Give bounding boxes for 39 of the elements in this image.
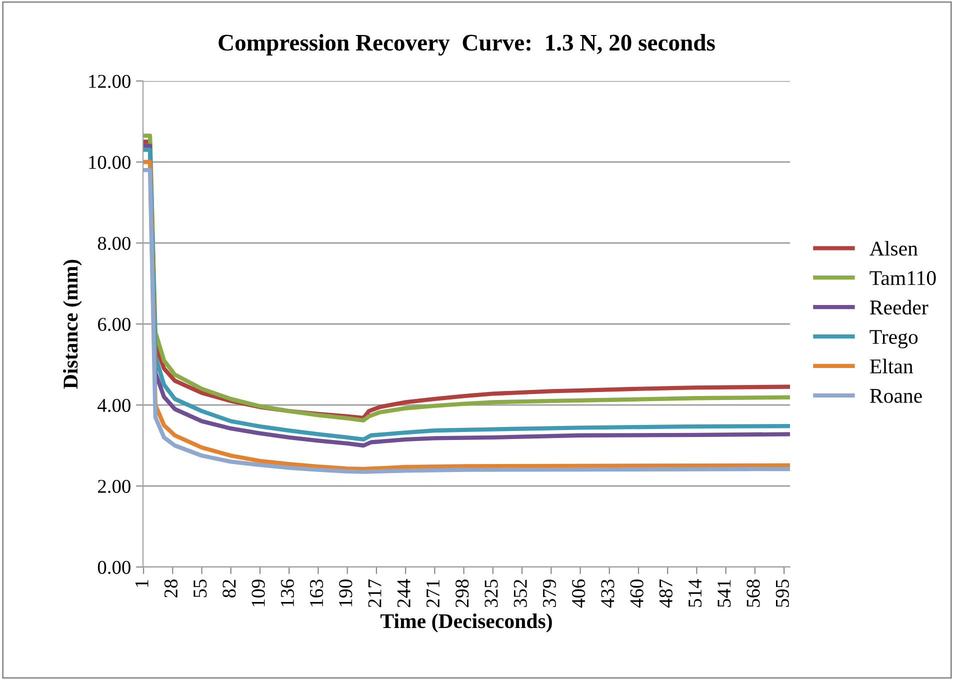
y-tick-label: 2.00 (98, 480, 130, 494)
y-tick-label: 0.00 (98, 560, 130, 574)
x-tick-label: 136 (280, 579, 294, 606)
x-tick-label: 595 (776, 580, 789, 607)
y-tick-label: 6.00 (98, 318, 130, 332)
x-tick-label: 487 (659, 579, 672, 608)
x-tick-label: 352 (514, 580, 527, 608)
y-tick-label: 10.00 (89, 156, 130, 170)
chart-title: Compression Recovery Curve: 1.3 N, 20 seconds (218, 34, 715, 56)
x-tick-label: 244 (397, 579, 410, 608)
x-tick-label: 28 (164, 580, 178, 598)
x-tick-label: 217 (368, 579, 382, 608)
x-tick-label: 190 (339, 580, 352, 606)
x-tick-label: 379 (542, 580, 556, 608)
y-tick-label: 8.00 (98, 236, 130, 250)
legend-label: Tam110 (870, 271, 936, 286)
x-tick-label: 163 (310, 580, 324, 606)
x-axis-title: Time (Deciseconds) (380, 614, 552, 632)
x-tick-label: 433 (601, 580, 614, 608)
legend-label: Alsen (870, 240, 918, 256)
x-tick-label: 460 (630, 580, 644, 608)
x-tick-label: 568 (746, 580, 760, 607)
y-axis-title: Distance (mm) (62, 260, 82, 389)
x-tick-label: 55 (194, 580, 207, 598)
x-tick-label: 325 (484, 580, 498, 608)
x-tick-label: 298 (456, 580, 469, 608)
legend-label: Eltan (870, 358, 914, 374)
x-tick-label: 1 (135, 580, 148, 587)
x-tick-label: 109 (252, 580, 265, 606)
x-tick-label: 514 (688, 579, 702, 607)
legend-label: Trego (870, 330, 918, 348)
x-tick-label: 406 (572, 579, 586, 608)
legend-label: Reeder (870, 300, 928, 315)
legend-label: Roane (870, 389, 922, 403)
x-tick-label: 82 (222, 580, 236, 598)
y-tick-label: 12.00 (89, 74, 130, 88)
x-tick-label: 271 (426, 580, 440, 608)
x-tick-label: 541 (718, 580, 731, 607)
y-tick-label: 4.00 (98, 398, 130, 412)
